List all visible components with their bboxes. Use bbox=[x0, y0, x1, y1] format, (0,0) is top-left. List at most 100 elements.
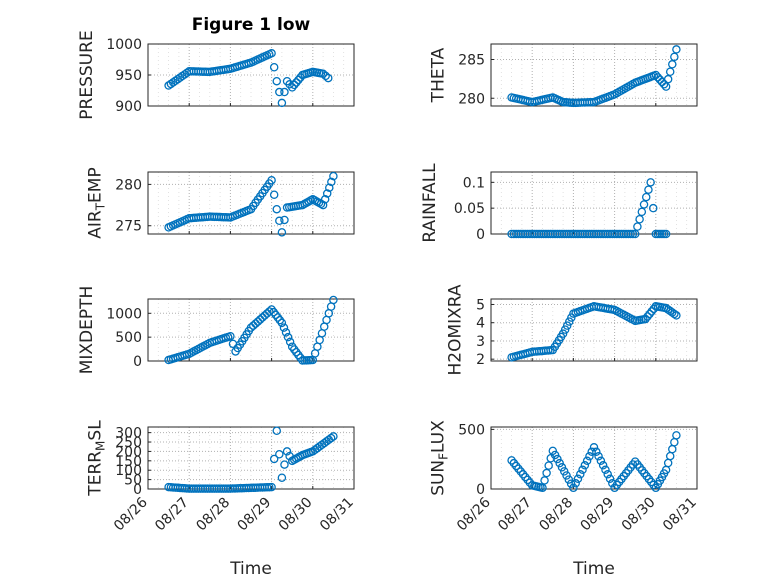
y-tick-label: 300 bbox=[115, 426, 142, 442]
y-tick-label: 0 bbox=[133, 482, 142, 498]
data-point bbox=[280, 87, 289, 97]
data-point bbox=[661, 229, 671, 239]
x-tick-label: 08/31 bbox=[317, 495, 357, 535]
y-axis-label: THETA bbox=[429, 47, 449, 103]
data-point bbox=[283, 332, 293, 342]
x-tick-label: 08/27 bbox=[152, 495, 192, 535]
data-point bbox=[294, 75, 303, 85]
data-point bbox=[540, 476, 549, 485]
data-point bbox=[626, 229, 635, 239]
data-point bbox=[325, 183, 334, 192]
x-tick-label: 08/26 bbox=[454, 494, 494, 534]
data-point bbox=[287, 83, 297, 92]
axes-box bbox=[147, 171, 355, 235]
data-point bbox=[670, 309, 679, 319]
data-point bbox=[269, 63, 279, 72]
data-point bbox=[589, 443, 599, 452]
data-point bbox=[329, 171, 338, 181]
y-tick-label: 1000 bbox=[106, 306, 142, 322]
data-point bbox=[272, 76, 281, 86]
subplot-sun_flux: 0 500 08/26 08/27 08/28 08/29 08/30 08/31 SUNFLU… bbox=[429, 420, 700, 535]
y-tick-label: 500 bbox=[115, 330, 142, 346]
data-point bbox=[277, 473, 287, 482]
data-point bbox=[327, 177, 336, 187]
data-point bbox=[598, 461, 608, 470]
data-point bbox=[542, 468, 551, 478]
y-tick-label: 280 bbox=[115, 177, 142, 193]
data-point bbox=[672, 311, 681, 320]
data-point bbox=[329, 432, 338, 441]
data-point bbox=[659, 80, 669, 89]
data-point bbox=[663, 458, 673, 468]
data-point bbox=[277, 98, 287, 108]
data-point bbox=[538, 483, 547, 493]
data-point bbox=[571, 479, 580, 488]
subplot-h2omixra: 2 3 4 5 H2OMIXRA bbox=[446, 284, 698, 376]
data-point bbox=[665, 67, 675, 76]
data-point bbox=[648, 203, 658, 213]
data-point bbox=[582, 456, 592, 466]
data-point bbox=[641, 192, 651, 202]
y-tick-label: 500 bbox=[458, 422, 485, 438]
x-tick-label: 08/30 bbox=[276, 495, 316, 535]
data-point bbox=[596, 456, 606, 466]
data-point bbox=[267, 482, 276, 492]
data-point bbox=[651, 70, 661, 80]
data-point bbox=[645, 309, 654, 319]
x-tick-label: 08/27 bbox=[495, 495, 535, 535]
y-tick-label: 150 bbox=[115, 454, 142, 470]
y-tick-label: 4 bbox=[476, 316, 485, 332]
data-point bbox=[587, 447, 596, 457]
data-point bbox=[550, 450, 560, 460]
data-point bbox=[562, 321, 572, 330]
y-tick-label: 2 bbox=[476, 352, 485, 368]
data-point bbox=[655, 75, 665, 84]
data-point bbox=[670, 438, 679, 447]
data-point bbox=[573, 474, 583, 484]
data-point bbox=[275, 216, 284, 226]
axes-box bbox=[490, 171, 698, 235]
data-point bbox=[592, 447, 601, 457]
data-point bbox=[280, 215, 289, 225]
axes-box bbox=[490, 298, 698, 362]
data-point bbox=[321, 71, 330, 81]
x-tick-label: 08/29 bbox=[578, 495, 618, 535]
data-point bbox=[557, 463, 567, 472]
y-tick-label: 0.05 bbox=[454, 201, 485, 217]
subplot-rainfall: 0 0.05 0.1 RAINFALL bbox=[420, 163, 698, 243]
x-tick-label: 08/28 bbox=[193, 495, 233, 535]
data-point bbox=[569, 483, 578, 493]
y-tick-label: 285 bbox=[458, 53, 485, 69]
data-point bbox=[277, 318, 287, 328]
data-point bbox=[267, 49, 276, 58]
data-point bbox=[565, 317, 574, 326]
data-point bbox=[277, 228, 287, 237]
data-point bbox=[553, 454, 562, 464]
data-point bbox=[594, 452, 603, 461]
y-tick-label: 250 bbox=[115, 435, 142, 451]
y-tick-label: 5 bbox=[476, 297, 485, 313]
data-point bbox=[326, 433, 336, 443]
data-point bbox=[329, 295, 338, 305]
data-point bbox=[544, 461, 553, 470]
data-point bbox=[580, 461, 590, 470]
data-point bbox=[585, 452, 594, 461]
x-tick-label: 08/30 bbox=[619, 495, 659, 535]
data-point bbox=[661, 82, 671, 91]
data-point bbox=[646, 178, 655, 187]
data-point bbox=[635, 214, 644, 224]
data-point bbox=[265, 307, 274, 316]
y-tick-label: 900 bbox=[115, 99, 142, 115]
data-point bbox=[280, 460, 289, 469]
data-point bbox=[578, 465, 587, 475]
data-point bbox=[562, 471, 571, 480]
data-point bbox=[318, 200, 328, 210]
data-point bbox=[566, 479, 576, 488]
data-point bbox=[292, 78, 301, 87]
subplot-pressure: 900 950 1000 PRESSURE bbox=[77, 30, 355, 120]
y-tick-label: 950 bbox=[115, 68, 142, 84]
data-point bbox=[269, 190, 279, 199]
data-point bbox=[318, 69, 328, 79]
x-tick-label: 08/26 bbox=[111, 494, 151, 534]
